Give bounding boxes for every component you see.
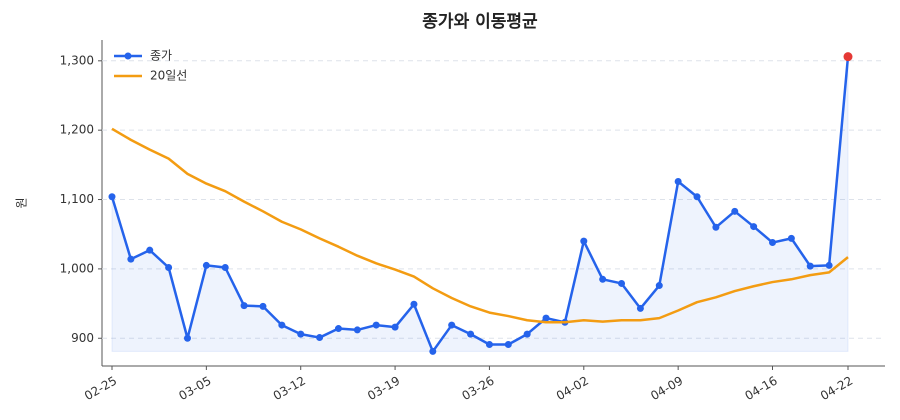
y-tick-label: 900 [71,331,94,345]
point [485,340,493,348]
point [353,326,361,334]
x-tick-label: 03-19 [365,374,402,404]
x-tick-label: 03-26 [459,374,496,404]
point [372,321,380,329]
line [110,56,850,353]
point [693,193,701,201]
x-tick-label: 04-02 [554,374,591,404]
point [259,302,267,310]
point [750,223,758,231]
point [636,304,644,312]
point [334,325,342,333]
y-tick-label: 1,100 [60,192,94,206]
legend-label: 종가 [150,49,172,63]
chart-title: 종가와 이동평균 [422,12,538,32]
point [599,275,607,283]
point [674,177,682,185]
area [111,56,849,353]
legend-marker [124,52,132,60]
legend: 종가 20일선 [114,49,187,83]
highlight-point [843,52,853,62]
point [712,223,720,231]
point [221,264,229,272]
point [240,302,248,310]
point [769,239,777,247]
point [731,207,739,215]
point [165,264,173,272]
point [580,237,588,245]
point [787,234,795,242]
y-tick-label: 1,300 [60,53,94,67]
y-tick-label: 1,000 [60,261,94,275]
point [183,334,191,342]
point [542,314,550,322]
x-tick-label: 02-25 [82,374,119,404]
y-axis-label: 원 [15,197,29,208]
line [111,127,849,324]
grid [102,60,885,339]
point [297,330,305,338]
point [202,261,210,269]
point [108,193,116,201]
point [429,347,437,355]
point [316,334,324,342]
legend-label: 20일선 [150,69,187,83]
x-tick-label: 04-22 [818,374,855,404]
x-tick-label: 03-12 [271,374,308,404]
point [410,300,418,308]
x-tick-label: 03-05 [176,374,213,404]
point [278,321,286,329]
point [655,282,663,290]
point [618,279,626,287]
y-tick-label: 1,200 [60,123,94,137]
point [391,323,399,331]
x-tick-label: 04-16 [743,374,780,404]
point [448,321,456,329]
point [825,261,833,269]
point [504,340,512,348]
point [806,262,814,270]
point [127,255,135,263]
point [146,246,154,254]
x-tick-label: 04-09 [648,374,685,404]
point [523,330,531,338]
point [467,330,475,338]
